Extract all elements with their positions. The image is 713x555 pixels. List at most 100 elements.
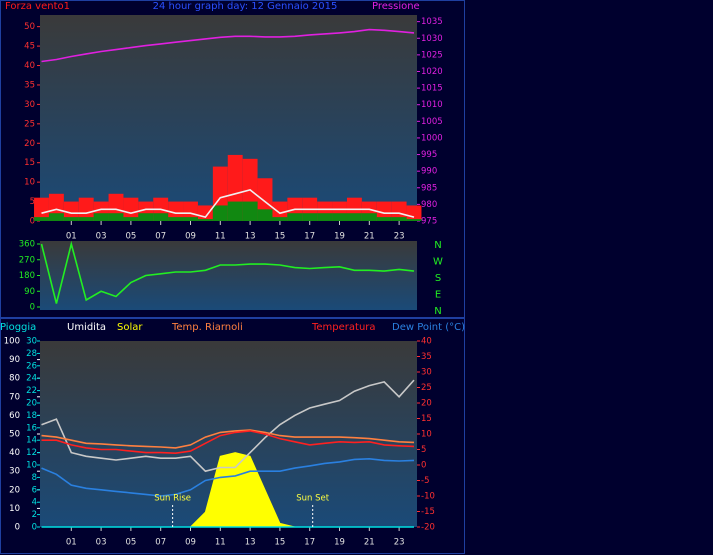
bar <box>123 197 139 221</box>
bar <box>317 213 333 221</box>
y2-tick-label: 35 <box>421 352 432 362</box>
bar <box>138 213 154 221</box>
y2-tick-label: 25 <box>421 383 432 393</box>
compass-label: W <box>433 257 443 268</box>
panel-frame <box>0 318 465 554</box>
y-tick-label: 10 <box>24 178 35 188</box>
y-tick-label: 90 <box>9 355 20 365</box>
y3-tick-label: 24 <box>26 374 37 384</box>
y2-tick-label: 5 <box>421 445 426 455</box>
bar <box>302 213 318 221</box>
x-tick-label: 15 <box>274 538 285 548</box>
bar <box>361 213 377 221</box>
x-tick-label: 13 <box>245 232 256 242</box>
x-tick-label: 15 <box>274 232 285 242</box>
y-tick-label: 30 <box>24 100 35 110</box>
legend-label: Umidita <box>67 322 106 333</box>
bar <box>406 219 422 221</box>
y-tick-label: 60 <box>9 411 20 421</box>
y3-tick-label: 4 <box>32 498 37 508</box>
x-tick-label: 09 <box>185 538 196 548</box>
bar <box>376 217 392 221</box>
y-tick-label: 20 <box>24 139 35 149</box>
y3-tick-label: 14 <box>26 436 37 446</box>
y2-tick-label: 1020 <box>421 67 443 77</box>
x-tick-label: 11 <box>215 538 226 548</box>
bar <box>168 201 184 221</box>
y-tick-label: 40 <box>24 61 35 71</box>
y2-tick-label: 980 <box>421 200 437 210</box>
y2-tick-label: 1010 <box>421 100 443 110</box>
y2-tick-label: 990 <box>421 167 437 177</box>
x-tick-label: 19 <box>334 232 345 242</box>
legend-label: Temperatura <box>311 322 376 333</box>
legend-label: Pressione <box>372 1 420 12</box>
bar <box>123 217 139 221</box>
y2-tick-label: 985 <box>421 183 437 193</box>
y3-tick-label: 30 <box>26 337 37 347</box>
legend-label: Solar <box>117 322 143 333</box>
series-line <box>41 457 415 497</box>
series-line <box>41 429 415 449</box>
y-tick-label: 5 <box>30 197 35 207</box>
bar <box>34 197 49 221</box>
bar <box>287 213 303 221</box>
y3-tick-label: 28 <box>26 349 37 359</box>
y3-tick-label: 10 <box>26 461 37 471</box>
bar <box>257 209 273 221</box>
panel-frame <box>0 0 465 318</box>
x-tick-label: 05 <box>125 538 136 548</box>
y-tick-label: 270 <box>19 255 35 265</box>
x-tick-label: 01 <box>66 538 77 548</box>
bar <box>242 201 258 221</box>
y2-tick-label: 10 <box>421 430 432 440</box>
y-tick-label: 10 <box>9 504 20 514</box>
y3-tick-label: 12 <box>26 448 37 458</box>
y-tick-label: 360 <box>19 240 35 250</box>
bar <box>391 201 407 221</box>
y2-tick-label: 995 <box>421 150 437 160</box>
legend-label: Dew Point (°C) <box>392 322 465 333</box>
compass-label: N <box>434 240 441 251</box>
x-tick-label: 07 <box>155 232 166 242</box>
y2-tick-label: 1035 <box>421 17 443 27</box>
y-tick-label: 50 <box>9 430 20 440</box>
y2-tick-label: 975 <box>421 217 437 227</box>
x-tick-label: 21 <box>364 538 375 548</box>
y-tick-label: 30 <box>9 467 20 477</box>
x-tick-label: 17 <box>304 232 315 242</box>
bar <box>227 201 243 221</box>
plot-area <box>40 241 417 310</box>
bar <box>48 213 64 221</box>
x-tick-label: 23 <box>394 232 405 242</box>
y2-tick-label: 1015 <box>421 84 443 94</box>
bar <box>153 213 169 221</box>
x-tick-label: 17 <box>304 538 315 548</box>
y-tick-label: 70 <box>9 392 20 402</box>
bar <box>391 217 407 221</box>
y2-tick-label: 0 <box>421 461 426 471</box>
x-tick-label: 05 <box>125 232 136 242</box>
bar <box>78 197 94 221</box>
bar <box>63 217 79 221</box>
y2-tick-label: 20 <box>421 399 432 409</box>
series-line <box>41 379 415 473</box>
y-tick-label: 15 <box>24 158 35 168</box>
y2-tick-label: 1000 <box>421 133 443 143</box>
y3-tick-label: 0 <box>32 523 37 533</box>
y-tick-label: 40 <box>9 448 20 458</box>
y2-tick-label: 40 <box>421 337 432 347</box>
series-line <box>41 430 415 455</box>
x-tick-label: 03 <box>96 232 107 242</box>
y-tick-label: 100 <box>4 337 20 347</box>
bar <box>108 213 124 221</box>
chart-title: 24 hour graph day: 12 Gennaio 2015 <box>153 1 338 12</box>
x-tick-label: 07 <box>155 538 166 548</box>
y-tick-label: 0 <box>30 303 35 313</box>
y2-tick-label: -5 <box>421 476 429 486</box>
y-tick-label: 0 <box>30 217 35 227</box>
bar <box>78 217 94 221</box>
y2-tick-label: 15 <box>421 414 432 424</box>
legend-label: Pioggia <box>0 322 36 333</box>
